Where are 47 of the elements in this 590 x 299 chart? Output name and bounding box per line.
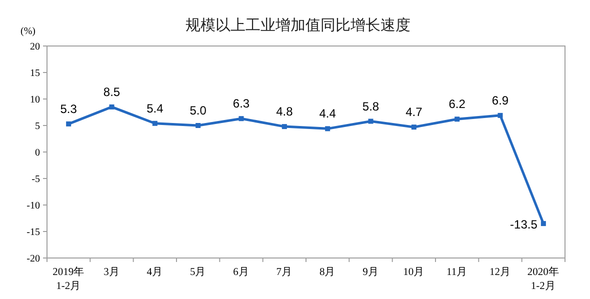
x-tick-label: 2019年 1-2月 <box>52 266 85 292</box>
x-tick-label: 12月 <box>490 266 511 278</box>
point <box>238 116 244 122</box>
x-tick-label: 10月 <box>403 266 425 278</box>
data-label: 5.3 <box>60 102 78 116</box>
y-tick-label: 0 <box>35 148 40 158</box>
point <box>540 221 546 226</box>
point <box>325 126 330 132</box>
point <box>152 120 158 126</box>
y-tick-label: 20 <box>30 42 40 52</box>
data-label: 5.4 <box>146 101 164 116</box>
x-tick-label: 4月 <box>146 266 164 278</box>
point <box>282 124 287 130</box>
point <box>109 104 114 110</box>
data-label: 4.4 <box>319 106 336 121</box>
data-label: 6.9 <box>492 93 509 108</box>
y-tick-label: -20 <box>26 254 40 264</box>
y-tick-label: 10 <box>30 94 40 106</box>
x-tick-label: 6月 <box>233 266 250 278</box>
x-tick-label: 5月 <box>190 266 206 278</box>
x-tick-label: 11月 <box>446 266 468 278</box>
data-label: -13.5 <box>510 218 538 232</box>
x-tick-label: 7月 <box>276 266 293 278</box>
y-tick-label: -15 <box>26 227 40 238</box>
x-tick-label: 9月 <box>362 266 379 278</box>
point <box>66 121 72 126</box>
chart-title: 规模以上工业增加值同比增长速度 <box>186 17 410 34</box>
data-label: 4.8 <box>276 104 294 119</box>
x-tick-label: 3月 <box>104 266 120 278</box>
y-axis-title: (%) <box>20 26 36 37</box>
data-label: 6.2 <box>448 97 466 112</box>
data-label: 8.5 <box>103 84 120 99</box>
point <box>454 116 460 122</box>
x-tick-label: 2020年 1-2月 <box>527 266 560 292</box>
data-label: 4.7 <box>406 105 423 120</box>
point <box>196 123 201 128</box>
point <box>411 124 416 130</box>
y-tick-label: -5 <box>32 174 40 185</box>
y-tick-label: 5 <box>35 121 40 132</box>
point <box>368 118 374 124</box>
point <box>498 112 503 118</box>
data-label: 6.3 <box>232 96 250 111</box>
data-label: 5.8 <box>362 99 380 114</box>
data-label: 5.0 <box>190 104 207 118</box>
y-tick-label: -10 <box>26 200 40 212</box>
y-tick-label: 15 <box>30 68 40 79</box>
x-tick-label: 8月 <box>319 266 336 278</box>
